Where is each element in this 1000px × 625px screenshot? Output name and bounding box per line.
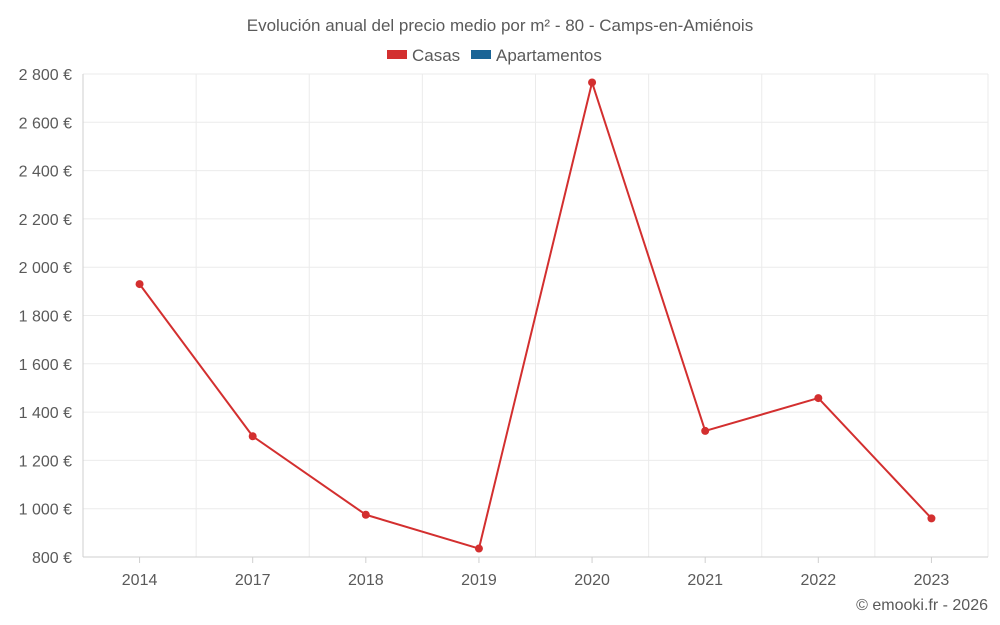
y-axis-tick-labels: 800 € 1 000 € 1 200 € 1 400 € 1 600 € 1 800 €… xyxy=(19,67,72,567)
data-point-casas-2021 xyxy=(701,426,710,435)
y-tick-label-1600: 1 600 € xyxy=(19,357,72,374)
y-tick-label-1000: 1 000 € xyxy=(19,502,72,519)
legend-item-apartamentos[interactable]: Apartamentos xyxy=(471,46,602,65)
x-tick-label-2021: 2021 xyxy=(687,572,723,589)
chart-title: Evolución anual del precio medio por m² … xyxy=(247,16,753,35)
x-tick-label-2020: 2020 xyxy=(574,572,610,589)
axes xyxy=(82,74,988,558)
legend-swatch-casas xyxy=(387,50,407,59)
data-point-casas-2018 xyxy=(361,510,370,519)
y-tick-label-2400: 2 400 € xyxy=(19,164,72,181)
legend-swatch-apartamentos xyxy=(471,50,491,59)
data-point-casas-2023 xyxy=(927,514,936,523)
data-point-casas-2022 xyxy=(814,394,823,403)
legend-label-apartamentos: Apartamentos xyxy=(496,46,602,65)
data-point-casas-2014 xyxy=(135,280,144,289)
data-point-casas-2019 xyxy=(474,544,483,553)
series-layer xyxy=(135,78,936,553)
y-tick-label-800: 800 € xyxy=(32,550,72,567)
x-tick-label-2023: 2023 xyxy=(914,572,950,589)
y-tick-label-2200: 2 200 € xyxy=(19,212,72,229)
y-tick-label-2800: 2 800 € xyxy=(19,67,72,84)
legend: Casas Apartamentos xyxy=(387,46,602,65)
legend-label-casas: Casas xyxy=(412,46,460,65)
legend-item-casas[interactable]: Casas xyxy=(387,46,460,65)
y-tick-label-1400: 1 400 € xyxy=(19,405,72,422)
x-tick-label-2019: 2019 xyxy=(461,572,497,589)
data-point-casas-2017 xyxy=(248,432,257,441)
series-line-casas xyxy=(138,81,933,550)
x-axis-tick-labels: 2014 2017 2018 2019 2020 2021 2022 2023 xyxy=(122,557,950,589)
y-tick-label-2000: 2 000 € xyxy=(19,260,72,277)
y-tick-label-2600: 2 600 € xyxy=(19,115,72,132)
credit-text: © emooki.fr - 2026 xyxy=(856,597,988,614)
data-point-casas-2020 xyxy=(588,78,597,87)
y-tick-label-1200: 1 200 € xyxy=(19,453,72,470)
x-tick-label-2017: 2017 xyxy=(235,572,271,589)
x-tick-label-2018: 2018 xyxy=(348,572,384,589)
x-tick-label-2014: 2014 xyxy=(122,572,158,589)
y-tick-label-1800: 1 800 € xyxy=(19,309,72,326)
x-tick-label-2022: 2022 xyxy=(801,572,837,589)
